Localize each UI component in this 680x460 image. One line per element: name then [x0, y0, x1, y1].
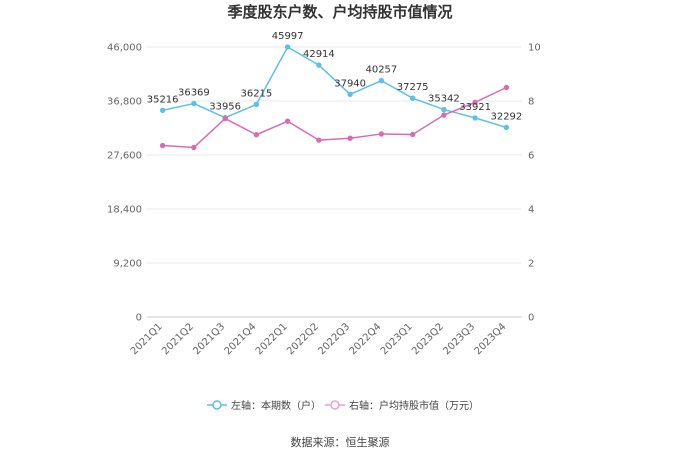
data-point-left[interactable]: [409, 95, 416, 101]
left-tick-label: 36,800: [107, 97, 142, 108]
data-point-left[interactable]: [316, 62, 322, 68]
x-tick-label: 2022Q4: [348, 321, 384, 357]
data-point-right[interactable]: [409, 131, 416, 138]
data-label: 36215: [240, 88, 272, 99]
data-label: 37275: [397, 82, 429, 93]
right-tick-label: 4: [528, 205, 534, 216]
data-label: 35216: [147, 94, 179, 105]
data-label: 33921: [459, 102, 491, 113]
right-tick-label: 2: [528, 259, 534, 270]
data-point-left[interactable]: [472, 115, 478, 121]
data-point-right[interactable]: [347, 135, 353, 141]
legend-item-left-series[interactable]: 左轴：本期数（户）: [207, 399, 321, 412]
data-point-left[interactable]: [347, 91, 353, 98]
data-point-right[interactable]: [222, 115, 228, 122]
data-label: 42914: [303, 49, 335, 60]
data-point-left[interactable]: [441, 106, 447, 113]
legend-label-right-series: 右轴：户均持股市值（万元）: [349, 399, 479, 412]
legend-item-right-series[interactable]: 右轴：户均持股市值（万元）: [325, 399, 479, 412]
data-point-left[interactable]: [503, 124, 510, 131]
left-tick-label: 0: [136, 313, 142, 324]
x-tick-label: 2022Q2: [285, 321, 321, 357]
right-tick-label: 6: [528, 151, 534, 162]
data-point-left[interactable]: [378, 78, 385, 84]
left-tick-label: 9,200: [113, 259, 142, 270]
data-point-right[interactable]: [378, 131, 385, 137]
gridlines: [147, 46, 522, 318]
x-tick-label: 2022Q1: [254, 321, 290, 357]
chart-title: 季度股东户数、户均持股市值情况: [227, 3, 452, 21]
data-point-right[interactable]: [316, 137, 322, 143]
data-point-left[interactable]: [253, 101, 260, 108]
right-tick-label: 10: [528, 43, 541, 54]
series-line-right: [162, 86, 507, 149]
x-axis: 2021Q12021Q22021Q32021Q42022Q12022Q22022…: [129, 321, 509, 357]
data-label: 40257: [365, 65, 397, 76]
x-tick-label: 2021Q2: [160, 321, 196, 357]
data-label: 37940: [334, 78, 366, 89]
left-tick-label: 18,400: [107, 205, 142, 216]
legend: 左轴：本期数（户） 右轴：户均持股市值（万元）: [207, 399, 479, 412]
data-label: 45997: [272, 31, 304, 42]
x-tick-label: 2022Q3: [316, 321, 352, 357]
x-tick-label: 2021Q3: [191, 321, 227, 357]
right-tick-label: 8: [528, 97, 534, 108]
x-tick-label: 2021Q1: [129, 321, 165, 357]
data-point-right[interactable]: [191, 144, 197, 151]
x-tick-label: 2023Q3: [441, 321, 477, 357]
data-label: 33956: [209, 102, 241, 113]
data-point-left[interactable]: [284, 44, 291, 50]
data-label: 36369: [178, 88, 210, 99]
left-tick-label: 46,000: [107, 43, 142, 54]
data-point-right[interactable]: [472, 99, 478, 106]
data-point-right[interactable]: [441, 112, 447, 118]
right-tick-label: 0: [528, 313, 534, 324]
data-label: 35342: [428, 94, 460, 105]
x-tick-label: 2023Q1: [379, 321, 415, 357]
series-layer: [159, 44, 510, 151]
data-point-left[interactable]: [191, 100, 197, 107]
data-source: 数据来源：恒生聚源: [291, 435, 390, 449]
x-tick-label: 2023Q4: [473, 321, 509, 357]
data-label: 32292: [490, 111, 522, 122]
legend-label-left-series: 左轴：本期数（户）: [231, 399, 321, 412]
x-tick-label: 2023Q2: [410, 321, 446, 357]
right-axis: 0 2 4 6 8 10: [528, 43, 541, 324]
data-point-right[interactable]: [253, 132, 260, 138]
x-tick-label: 2021Q4: [223, 321, 259, 357]
data-point-right[interactable]: [284, 118, 291, 124]
series-line-left: [162, 45, 507, 129]
data-point-right[interactable]: [159, 142, 166, 149]
left-tick-label: 27,600: [107, 151, 142, 162]
data-point-left[interactable]: [159, 107, 166, 113]
left-axis: 0 9,200 18,400 27,600 36,800 46,000: [107, 43, 142, 324]
data-point-right[interactable]: [503, 84, 510, 91]
